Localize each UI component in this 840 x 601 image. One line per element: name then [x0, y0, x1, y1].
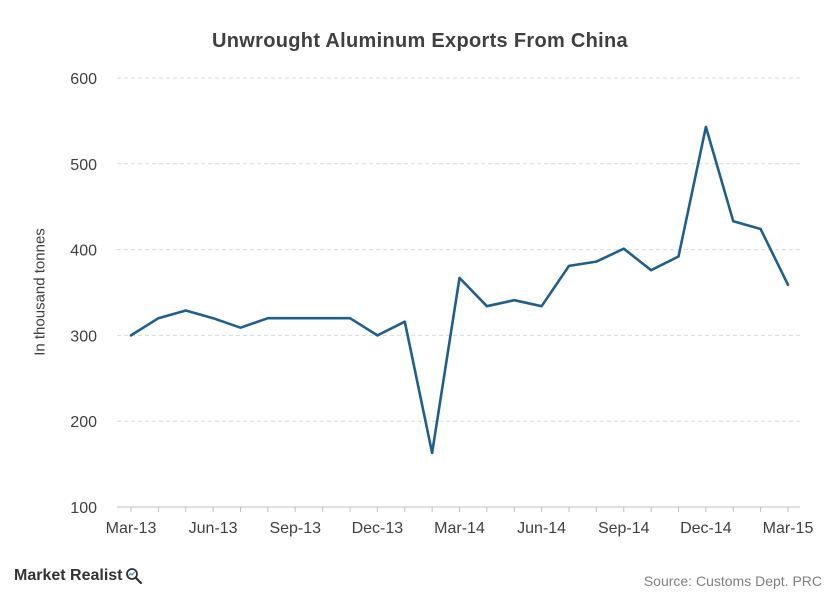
y-tick-label: 200 — [70, 414, 97, 431]
brand-logo: Market Realist — [14, 567, 143, 585]
x-tick-label: Mar-14 — [434, 520, 485, 537]
tick-labels: 100 200 300 400 500 600 Mar-13 Jun-13 Sep-13 Dec-… — [70, 71, 813, 537]
x-tick-label: Mar-13 — [106, 520, 157, 537]
chart-title: Unwrought Aluminum Exports From China — [212, 30, 628, 52]
brand-logo-text: Market Realist — [14, 567, 123, 584]
x-tick-label: Sep-14 — [598, 520, 650, 537]
series-layer — [129, 125, 790, 455]
x-tick-label: Jun-13 — [189, 520, 238, 537]
axes — [117, 506, 800, 512]
y-tick-label: 500 — [70, 157, 97, 174]
series-line — [129, 125, 790, 455]
x-tick-label: Mar-15 — [763, 520, 814, 537]
source-note: Source: Customs Dept. PRC — [643, 573, 822, 589]
y-tick-label: 300 — [70, 328, 97, 345]
gridlines — [117, 77, 800, 422]
x-tick-label: Dec-13 — [352, 520, 404, 537]
y-tick-label: 400 — [70, 243, 97, 260]
magnifier-icon — [125, 568, 142, 585]
x-tick-label: Dec-14 — [680, 520, 732, 537]
y-tick-label: 100 — [70, 500, 97, 517]
y-tick-label: 600 — [70, 71, 97, 88]
x-tick-label: Jun-14 — [517, 520, 566, 537]
x-tick-label: Sep-13 — [269, 520, 321, 537]
